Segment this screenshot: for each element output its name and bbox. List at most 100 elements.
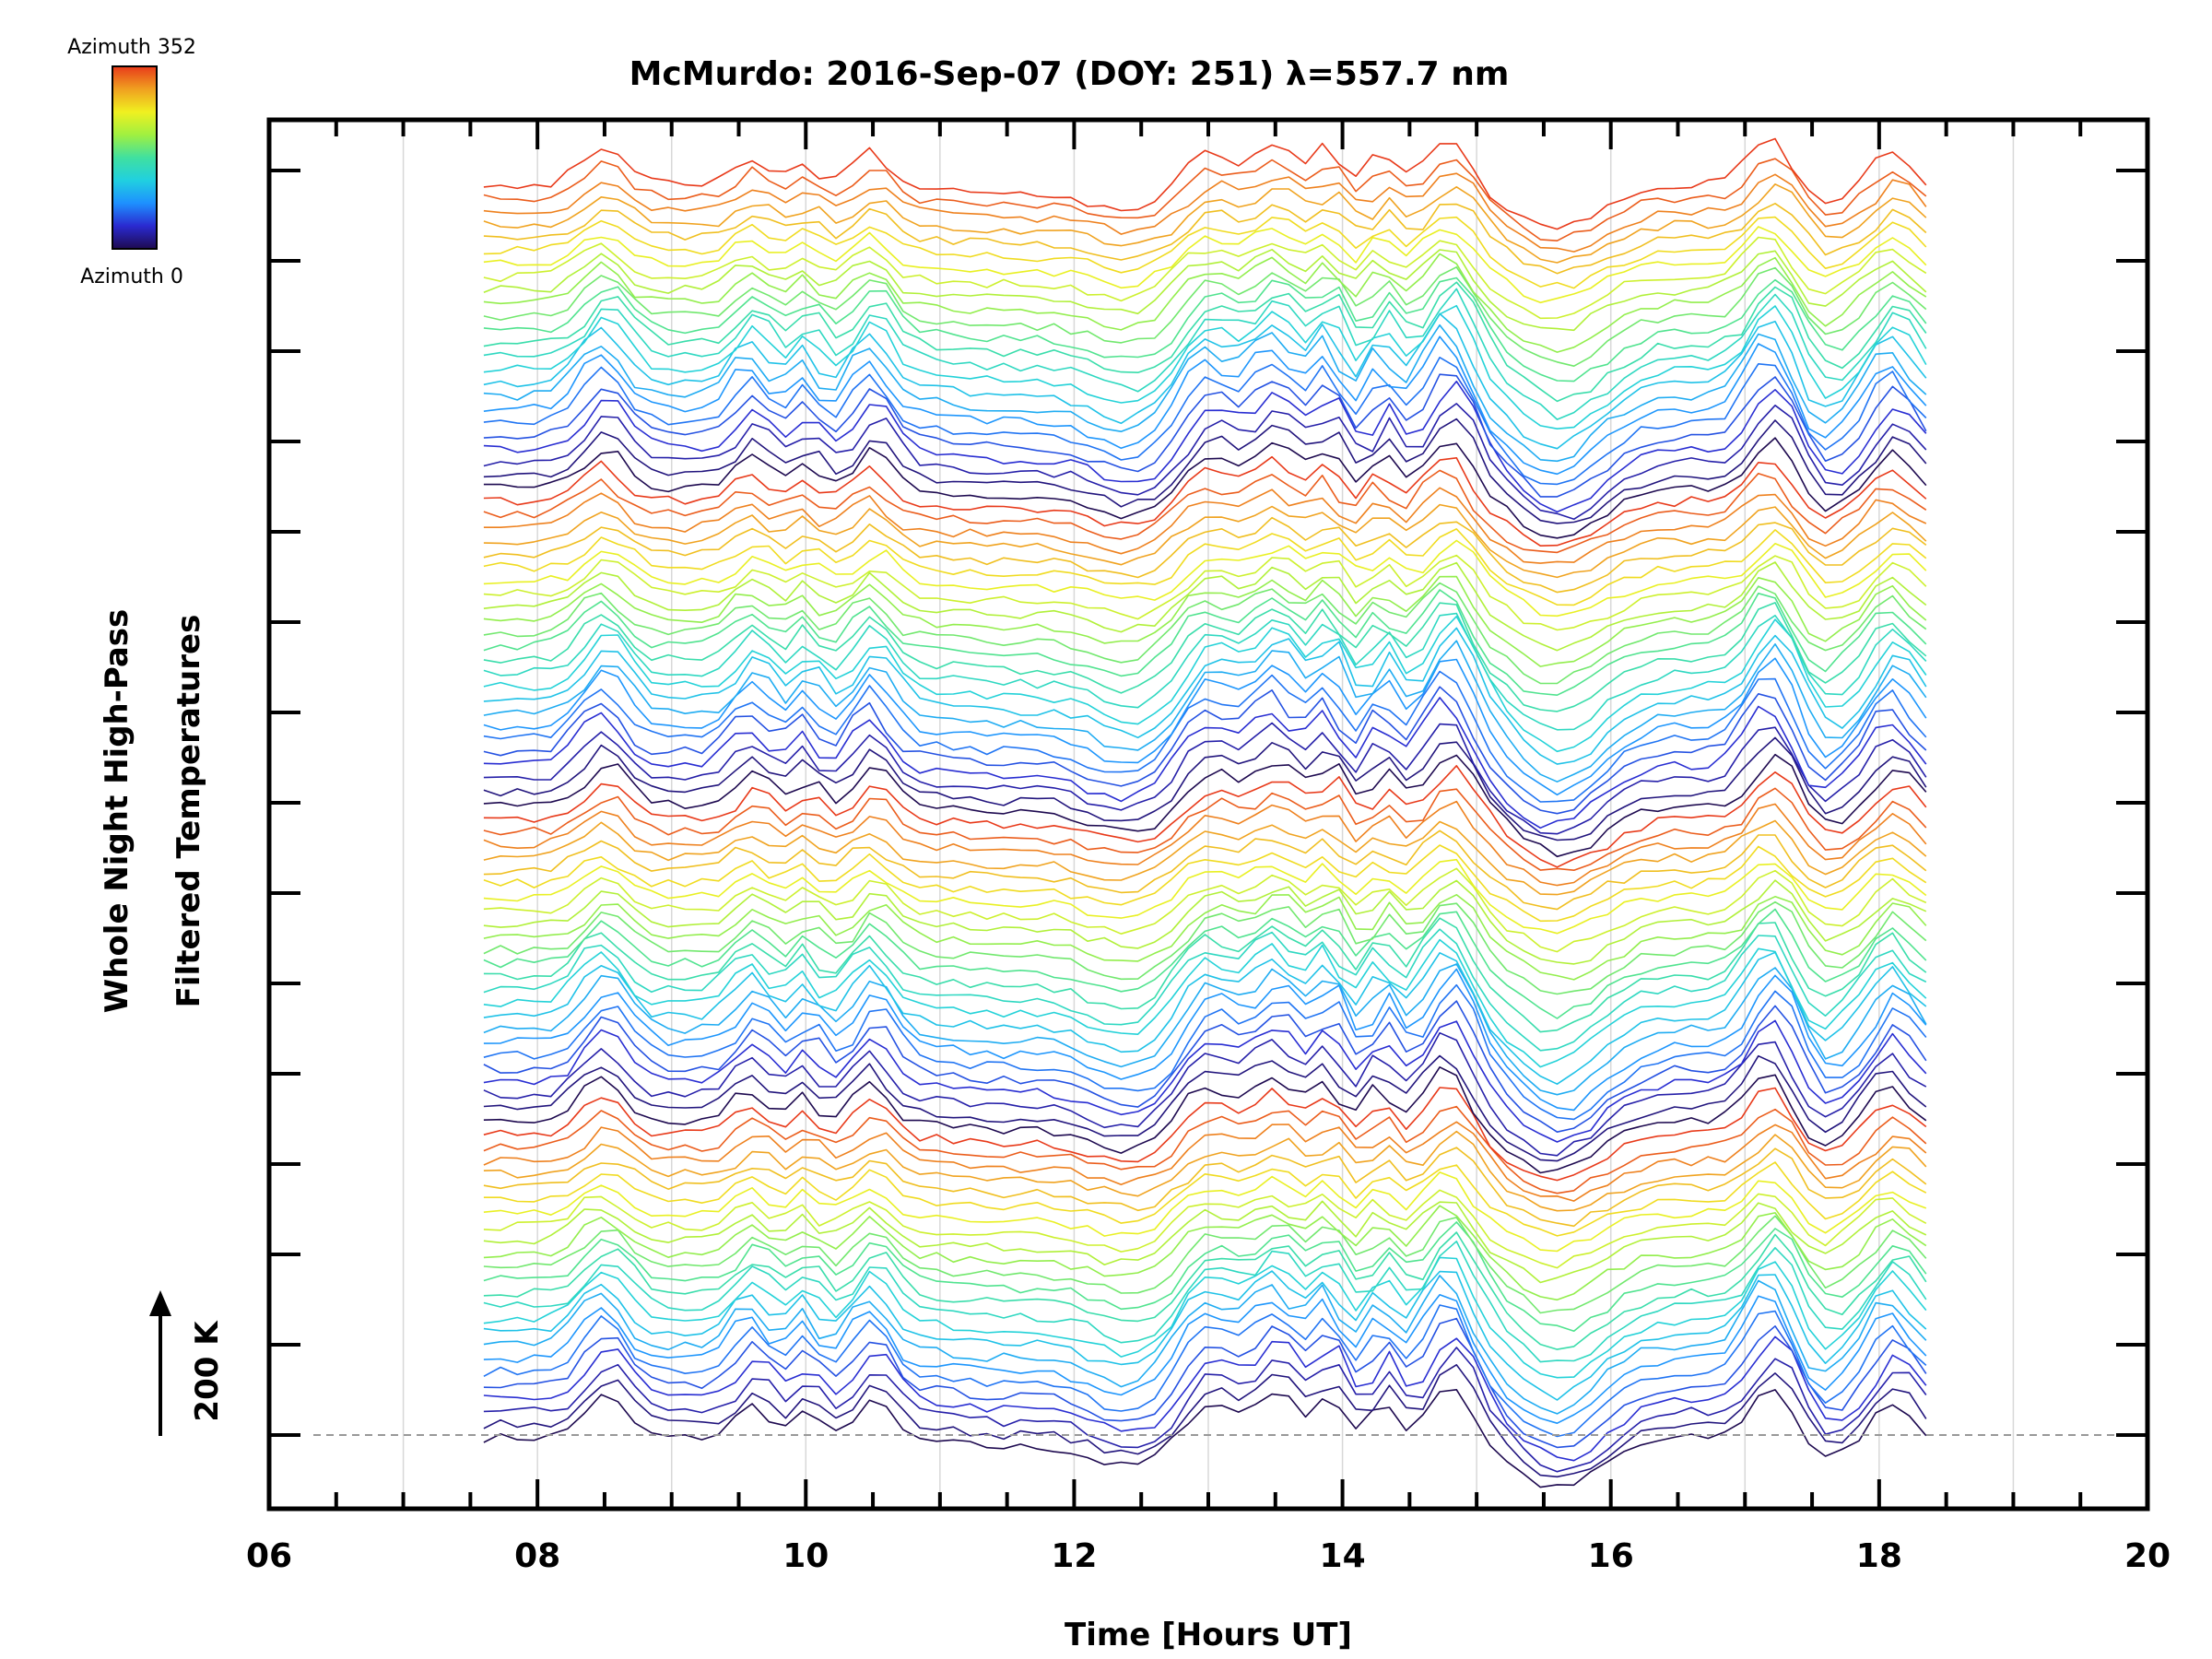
series-line	[483, 266, 1927, 367]
gridlines	[402, 120, 2015, 1509]
series-line	[483, 900, 1927, 995]
series-line	[483, 1335, 1927, 1462]
series-line	[483, 917, 1927, 1033]
series-line	[483, 324, 1927, 463]
series-line	[483, 561, 1927, 652]
series-line	[483, 487, 1927, 564]
x-tick-label: 06	[246, 1537, 292, 1575]
series-line	[483, 249, 1927, 332]
scale-bar: 200 K	[149, 1290, 226, 1436]
series-line	[483, 616, 1927, 753]
series-line	[483, 640, 1927, 782]
series-line	[483, 276, 1927, 382]
series-line	[483, 787, 1927, 871]
series-line	[483, 455, 1927, 547]
series-line	[483, 503, 1927, 579]
series-line	[483, 575, 1927, 667]
series-line	[483, 203, 1927, 275]
series-line	[483, 765, 1927, 868]
series-line	[483, 1147, 1927, 1228]
series-line	[483, 1105, 1927, 1194]
series-line	[483, 1121, 1927, 1202]
series-line	[483, 288, 1927, 420]
series-line	[483, 602, 1927, 712]
series-line	[483, 686, 1927, 815]
series-line	[483, 403, 1927, 521]
series-line	[483, 1270, 1927, 1401]
series-line	[483, 1205, 1927, 1301]
series-line	[483, 253, 1927, 353]
y-ticks	[269, 169, 2147, 1437]
series-line	[483, 1087, 1927, 1182]
series-line	[483, 753, 1927, 858]
series-line	[483, 968, 1927, 1112]
series-line	[483, 437, 1927, 539]
series-line	[483, 1231, 1927, 1350]
y-axis-title-line1: Whole Night High-Pass	[99, 609, 135, 1014]
chart-title: McMurdo: 2016-Sep-07 (DOY: 251) λ=557.7 …	[629, 55, 1510, 93]
series-line	[483, 819, 1927, 896]
series-line	[483, 1054, 1927, 1162]
series-line	[483, 736, 1927, 841]
x-tick-label: 08	[514, 1537, 560, 1575]
series-line	[483, 858, 1927, 935]
colorbar-swatch	[112, 65, 158, 250]
series-line	[483, 867, 1927, 953]
series-line	[483, 1221, 1927, 1332]
series-line	[483, 158, 1927, 241]
series-line	[483, 1130, 1927, 1212]
series-line	[483, 830, 1927, 911]
x-tick-labels: 06 08 10 12 14 16 18 20	[246, 1537, 2171, 1575]
series-line	[483, 469, 1927, 554]
series-line	[483, 908, 1927, 1019]
series-line	[483, 1000, 1927, 1133]
series-line	[483, 928, 1927, 1052]
series-line	[483, 627, 1927, 765]
series-line	[483, 312, 1927, 450]
series-line	[483, 1031, 1927, 1157]
series-line	[483, 304, 1927, 429]
series-line	[483, 1347, 1927, 1473]
series-line	[483, 216, 1927, 289]
series-line	[483, 844, 1927, 923]
series-line	[483, 226, 1927, 304]
series-line	[483, 528, 1927, 606]
series-line	[483, 1066, 1927, 1174]
series-line	[483, 137, 1927, 230]
series-line	[483, 697, 1927, 830]
colorbar-top-label: Azimuth 352	[67, 36, 196, 59]
series-line	[483, 800, 1927, 887]
series-line	[483, 612, 1927, 731]
series-line	[483, 670, 1927, 803]
x-axis-title: Time [Hours UT]	[1065, 1617, 1352, 1653]
series-line	[483, 1389, 1927, 1488]
series-line	[483, 1215, 1927, 1314]
series-line	[483, 1256, 1927, 1379]
x-tick-label: 12	[1051, 1537, 1097, 1575]
series-line	[483, 539, 1927, 618]
series-line	[483, 281, 1927, 403]
scale-bar-label: 200 K	[189, 1320, 226, 1422]
colorbar-bottom-label: Azimuth 0	[80, 265, 183, 288]
series-line	[483, 172, 1927, 253]
series-line	[483, 1189, 1927, 1269]
series-line	[483, 894, 1927, 981]
series-line	[483, 582, 1927, 685]
x-ticks	[267, 120, 2149, 1509]
scale-bar-arrowhead	[149, 1290, 171, 1316]
series-line	[483, 373, 1927, 498]
series-line	[483, 381, 1927, 513]
colorbar: Azimuth 352 Azimuth 0	[67, 36, 196, 288]
y-axis-title-line2: Filtered Temperatures	[171, 615, 207, 1008]
series-lines	[483, 137, 1927, 1488]
y-axis-title: Whole Night High-Pass Filtered Temperatu…	[99, 609, 207, 1014]
series-line	[483, 589, 1927, 696]
series-line	[483, 722, 1927, 835]
series-line	[483, 335, 1927, 476]
series-line	[483, 1364, 1927, 1478]
series-line	[483, 1317, 1927, 1449]
x-tick-label: 16	[1588, 1537, 1634, 1575]
series-line	[483, 1200, 1927, 1284]
series-line	[483, 879, 1927, 965]
